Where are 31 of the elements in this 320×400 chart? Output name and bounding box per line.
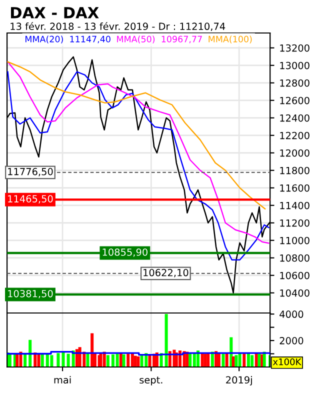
y-tick-label: 13200 (280, 44, 310, 52)
y-tick-label: 12800 (280, 79, 310, 87)
y-tick-label: 12200 (280, 132, 310, 140)
y-tick-label: 12600 (280, 96, 310, 104)
x-tick-label: sept. (140, 376, 162, 386)
text: x100K (272, 358, 302, 366)
ref-line-label: 10622,10 (144, 268, 188, 278)
chart-subtitle: 13 févr. 2018 - 13 févr. 2019 - Dr : 11210,74 (10, 22, 226, 32)
y-tick-label: 11200 (280, 219, 310, 227)
y-tick-label: 12000 (280, 149, 310, 157)
x-tick-label: mai (54, 376, 71, 384)
y-tick-label: 10800 (280, 254, 310, 262)
y-tick-label: 11000 (280, 236, 310, 244)
y-tick-label: 12400 (280, 114, 310, 122)
y-tick-label: 11400 (280, 202, 310, 210)
y-tick-label: 13000 (280, 62, 310, 70)
text: MMA(50) 10967,77 (117, 36, 202, 44)
ref-line-label: 11465,50 (8, 195, 53, 204)
y-tick-label: 11600 (280, 184, 310, 192)
text: MMA(100) (208, 36, 252, 44)
y-tick-label: 10400 (280, 289, 310, 297)
text: MMA(20) 11147,40 (26, 36, 110, 44)
y-tick-label: 10600 (280, 272, 310, 280)
y-tick-label: 4000 (280, 310, 304, 318)
ref-line-label: 11776,50 (8, 168, 53, 176)
x-tick-label: 2019j (226, 376, 252, 386)
ref-line-label: 10381,50 (8, 290, 53, 298)
chart-title: DAX - DAX (11, 7, 99, 18)
y-tick-label: 11800 (280, 166, 310, 174)
y-tick-label: 2000 (280, 337, 304, 344)
ref-line-label: 10855,90 (102, 248, 148, 257)
